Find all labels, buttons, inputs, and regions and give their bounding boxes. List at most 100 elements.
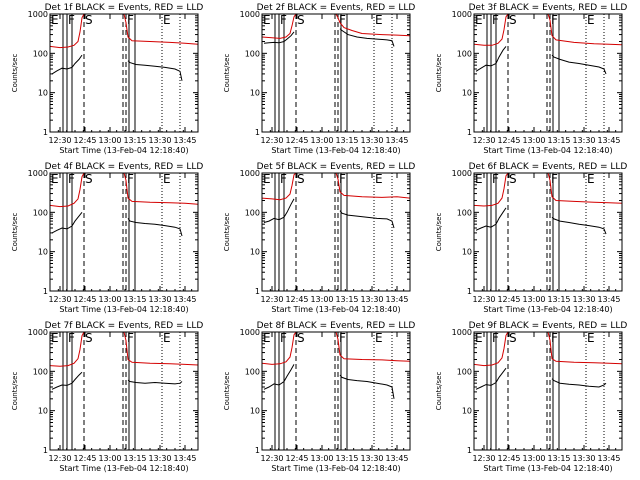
plot-frame <box>49 331 199 451</box>
y-tick-label: 1000 <box>28 328 48 337</box>
y-tick-label: 10 <box>250 407 260 416</box>
series-line-lld <box>50 14 85 49</box>
y-tick-label: 1 <box>467 287 472 296</box>
series-line-lld <box>474 173 509 207</box>
event-marker-label: F <box>492 331 499 345</box>
y-tick-label: 100 <box>457 49 472 58</box>
chart-title: Det 2f BLACK = Events, RED = LLD <box>257 3 416 13</box>
event-marker-label: E <box>51 331 59 345</box>
x-tick-label: 13:00 <box>98 136 121 145</box>
event-marker-label: E <box>475 331 483 345</box>
x-tick-label: 13:15 <box>123 136 146 145</box>
x-tick-label: 12:30 <box>472 136 495 145</box>
event-marker-label: F <box>339 13 346 27</box>
chart-title: Det 4f BLACK = Events, RED = LLD <box>45 162 204 172</box>
x-tick-label: 13:15 <box>547 454 570 463</box>
series-line-lld <box>262 332 297 365</box>
x-tick-label: 13:15 <box>123 454 146 463</box>
series-line-lld <box>123 332 198 366</box>
y-tick-label: 10 <box>38 407 48 416</box>
x-tick-label: 12:45 <box>73 454 96 463</box>
y-tick-label: 1000 <box>240 328 260 337</box>
y-tick-label: 100 <box>457 367 472 376</box>
event-marker-label: S <box>297 13 305 27</box>
event-marker-label: F <box>127 331 134 345</box>
series-line-lld <box>335 332 410 362</box>
series-group <box>50 173 198 237</box>
y-axis-label: Counts/sec <box>11 372 19 411</box>
series-line-events <box>263 364 295 390</box>
y-axis-label: Counts/sec <box>435 372 443 411</box>
x-axis-label: Start Time (13-Feb-04 12:18:40) <box>59 305 188 314</box>
chart-title: Det 9f BLACK = Events, RED = LLD <box>469 321 628 331</box>
event-marker-label: F <box>280 172 287 186</box>
event-marker-label: E <box>375 331 383 345</box>
y-tick-label: 1000 <box>452 10 472 19</box>
x-tick-label: 12:45 <box>497 454 520 463</box>
series-line-events <box>127 379 183 385</box>
x-tick-label: 12:30 <box>48 454 71 463</box>
x-tick-label: 13:45 <box>173 454 196 463</box>
event-marker-label: S <box>297 172 305 186</box>
chart-title: Det 6f BLACK = Events, RED = LLD <box>469 162 628 172</box>
y-axis-label: Counts/sec <box>435 54 443 93</box>
event-marker-label: F <box>68 331 75 345</box>
y-tick-label: 10 <box>462 248 472 257</box>
chart-title: Det 5f BLACK = Events, RED = LLD <box>257 162 416 172</box>
event-marker-label: E <box>51 13 59 27</box>
y-tick-label: 1 <box>255 128 260 137</box>
series-group <box>474 332 622 390</box>
y-tick-label: 1000 <box>28 169 48 178</box>
x-tick-label: 12:45 <box>285 454 308 463</box>
plot-frame <box>473 331 623 451</box>
plot-frame <box>261 331 411 451</box>
event-marker-label: E <box>587 172 595 186</box>
event-marker-label: F <box>280 331 287 345</box>
plot-frame <box>49 13 199 133</box>
event-marker-label: S <box>85 172 93 186</box>
series-line-events <box>339 210 395 229</box>
series-group <box>474 14 622 75</box>
y-tick-label: 1 <box>43 287 48 296</box>
series-line-events <box>263 198 295 223</box>
x-tick-label: 13:30 <box>572 295 595 304</box>
series-line-lld <box>547 332 622 365</box>
event-marker-label: F <box>127 13 134 27</box>
event-marker-label: E <box>475 13 483 27</box>
series-line-lld <box>50 332 85 367</box>
x-tick-label: 13:00 <box>310 295 333 304</box>
y-tick-label: 10 <box>462 89 472 98</box>
y-tick-label: 1000 <box>452 328 472 337</box>
x-tick-label: 13:15 <box>547 295 570 304</box>
event-marker-label: F <box>68 13 75 27</box>
x-tick-label: 12:45 <box>285 136 308 145</box>
event-marker-label: E <box>475 172 483 186</box>
y-tick-label: 100 <box>33 367 48 376</box>
y-tick-label: 10 <box>38 89 48 98</box>
y-axis-label: Counts/sec <box>223 372 231 411</box>
series-group <box>262 14 410 47</box>
plot-frame <box>261 13 411 133</box>
x-tick-label: 12:45 <box>73 295 96 304</box>
x-axis-label: Start Time (13-Feb-04 12:18:40) <box>483 464 612 473</box>
series-line-events <box>51 54 83 75</box>
series-group <box>474 173 622 235</box>
y-axis-label: Counts/sec <box>435 213 443 252</box>
x-tick-label: 13:45 <box>385 136 408 145</box>
series-line-lld <box>262 173 297 201</box>
event-marker-label: E <box>51 172 59 186</box>
event-marker-label: E <box>163 13 171 27</box>
event-marker-label: F <box>280 13 287 27</box>
x-axis-label: Start Time (13-Feb-04 12:18:40) <box>483 305 612 314</box>
event-marker-label: F <box>551 13 558 27</box>
x-tick-label: 12:45 <box>497 295 520 304</box>
x-tick-label: 13:45 <box>173 136 196 145</box>
chart-title: Det 7f BLACK = Events, RED = LLD <box>45 321 204 331</box>
y-tick-label: 1000 <box>452 169 472 178</box>
event-marker-label: F <box>339 172 346 186</box>
